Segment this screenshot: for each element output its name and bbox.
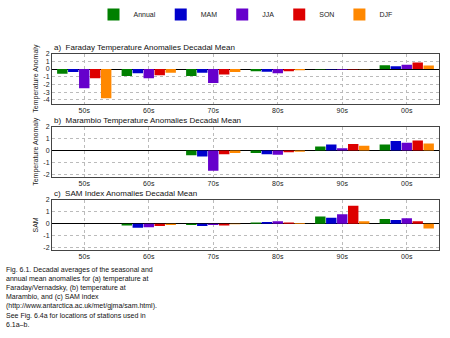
svg-text:-4: -4 <box>43 96 49 103</box>
svg-text:Annual: Annual <box>134 11 156 18</box>
svg-text:0: 0 <box>46 220 50 227</box>
svg-text:80s: 80s <box>272 253 284 260</box>
svg-text:80s: 80s <box>272 107 284 114</box>
svg-text:90s: 90s <box>337 180 349 187</box>
svg-text:2: 2 <box>46 196 50 203</box>
svg-text:80s: 80s <box>272 180 284 187</box>
svg-text:b) Marambio Temperature Anoma: b) Marambio Temperature Anomalies Decada… <box>54 116 241 125</box>
svg-text:SAM: SAM <box>32 217 39 232</box>
svg-text:-2: -2 <box>43 244 49 251</box>
svg-text:MAM: MAM <box>201 11 218 18</box>
svg-text:1: 1 <box>46 135 50 142</box>
svg-text:Fig. 6.1. Decadal averages of: Fig. 6.1. Decadal averages of the season… <box>6 266 157 328</box>
svg-text:-2: -2 <box>43 81 49 88</box>
svg-text:60s: 60s <box>143 253 155 260</box>
svg-text:00s: 00s <box>401 253 413 260</box>
svg-text:50s: 50s <box>79 180 91 187</box>
svg-text:1: 1 <box>46 58 50 65</box>
svg-text:a) Faraday Temperature Anomal: a) Faraday Temperature Anomalies Decadal… <box>54 43 235 52</box>
svg-text:1: 1 <box>46 208 50 215</box>
svg-text:-1: -1 <box>43 159 49 166</box>
svg-text:-3: -3 <box>43 89 49 96</box>
svg-text:DJF: DJF <box>379 11 392 18</box>
svg-text:c) SAM Index Anomalies Decada: c) SAM Index Anomalies Decadal Mean <box>54 189 197 198</box>
svg-text:70s: 70s <box>208 253 220 260</box>
svg-text:00s: 00s <box>401 107 413 114</box>
svg-text:Temperature Anomaly: Temperature Anomaly <box>32 44 40 113</box>
svg-text:0: 0 <box>46 65 50 72</box>
svg-text:50s: 50s <box>79 107 91 114</box>
svg-text:2: 2 <box>46 123 50 130</box>
svg-text:60s: 60s <box>143 180 155 187</box>
svg-text:JJA: JJA <box>262 11 274 18</box>
svg-text:-1: -1 <box>43 73 49 80</box>
svg-text:60s: 60s <box>143 107 155 114</box>
svg-text:0: 0 <box>46 147 50 154</box>
svg-text:50s: 50s <box>79 253 91 260</box>
svg-text:Temperature Anomaly: Temperature Anomaly <box>32 117 40 186</box>
svg-text:-2: -2 <box>43 171 49 178</box>
svg-text:-1: -1 <box>43 232 49 239</box>
svg-text:90s: 90s <box>337 107 349 114</box>
svg-text:SON: SON <box>319 11 334 18</box>
svg-text:2: 2 <box>46 50 50 57</box>
svg-text:70s: 70s <box>208 180 220 187</box>
svg-text:90s: 90s <box>337 253 349 260</box>
svg-text:70s: 70s <box>208 107 220 114</box>
svg-text:00s: 00s <box>401 180 413 187</box>
